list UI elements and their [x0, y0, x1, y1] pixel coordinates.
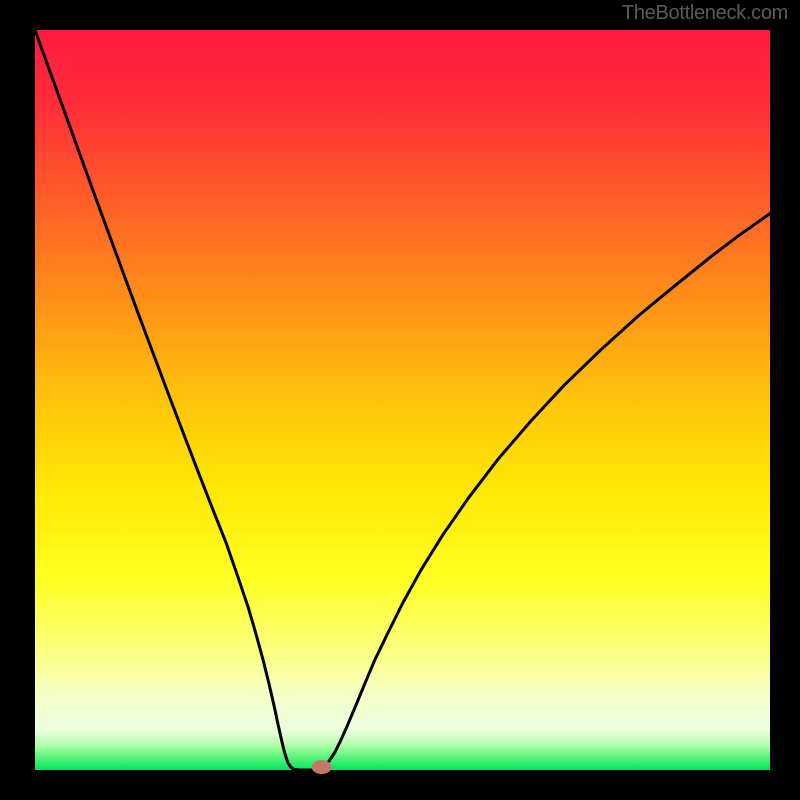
optimal-point-marker [312, 760, 332, 774]
plot-background [35, 30, 770, 770]
bottleneck-chart [0, 0, 800, 800]
chart-svg [0, 0, 800, 800]
watermark-text: TheBottleneck.com [622, 2, 788, 25]
